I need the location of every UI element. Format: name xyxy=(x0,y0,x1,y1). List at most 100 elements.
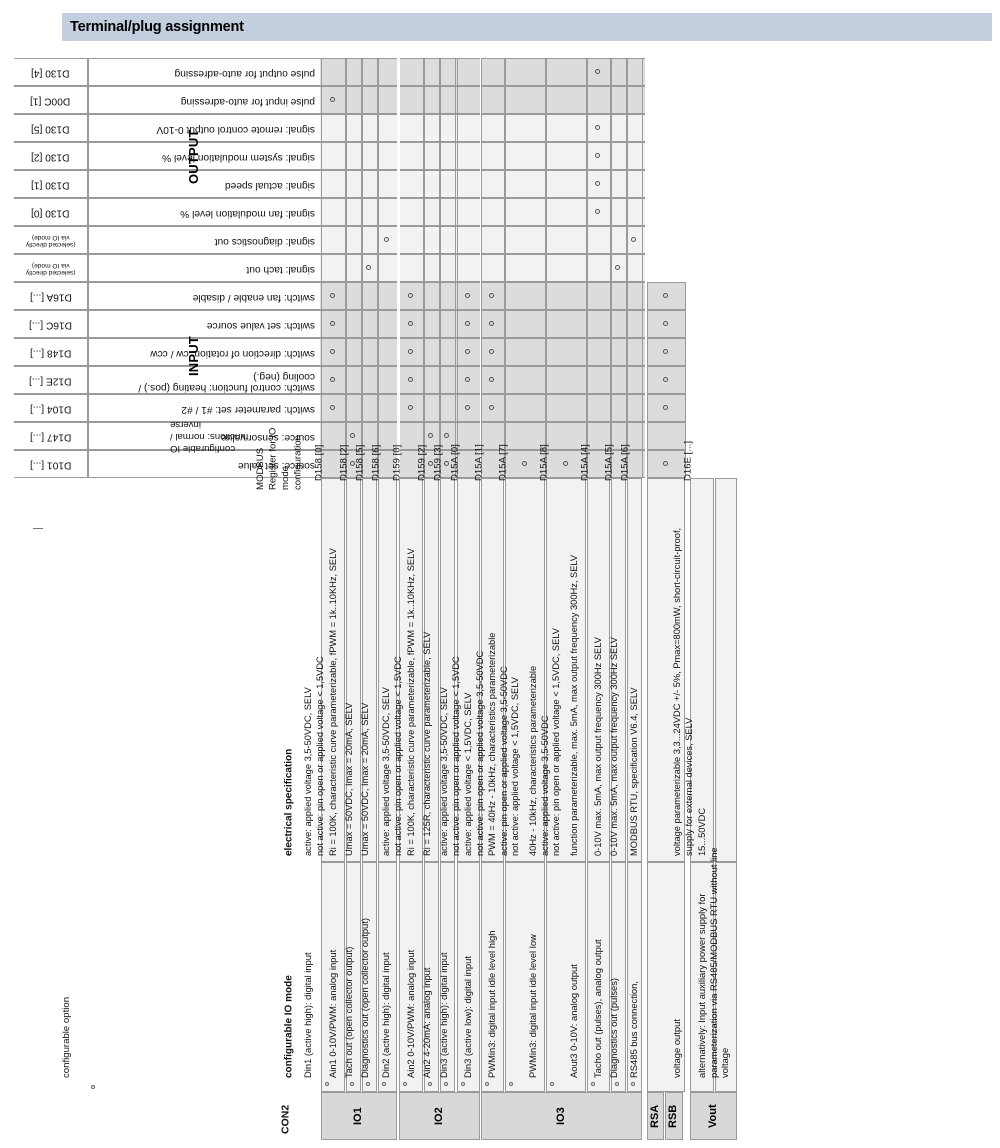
electrical-spec-cell xyxy=(321,478,345,862)
function-row-register: D147 [...] xyxy=(29,431,72,443)
io-mode-cell xyxy=(587,862,610,1092)
group-label-output: OUTPUT xyxy=(186,129,201,184)
column-separator xyxy=(610,58,611,478)
assignment-dot xyxy=(662,376,668,382)
assignment-dot xyxy=(350,432,355,438)
io-mode-text: Tach out (open collector output) xyxy=(342,946,354,1078)
electrical-spec-cell xyxy=(690,478,714,862)
column-separator xyxy=(378,58,379,478)
io-group-cell xyxy=(690,1092,737,1140)
electrical-spec-cell xyxy=(505,478,545,862)
configurable-option-bullet-icon xyxy=(444,1082,448,1086)
io-register-text: D15A [0] xyxy=(449,444,461,481)
group-label-input: INPUT xyxy=(186,336,201,376)
electrical-spec-cell xyxy=(346,478,361,862)
electrical-spec-cell xyxy=(715,478,737,862)
io-mode-text: alternatively: Input auxiliary power sup… xyxy=(695,893,707,1078)
function-row-register: D101 [...] xyxy=(29,459,72,471)
function-row-register: D130 [2] xyxy=(31,151,70,163)
io-register-text: D158 [5] xyxy=(354,444,366,481)
configurable-option-bullet-icon xyxy=(485,1082,489,1086)
column-separator xyxy=(627,58,628,478)
electrical-spec-cell xyxy=(457,478,480,862)
configurable-option-bullet-icon xyxy=(591,1082,595,1086)
io-register-text: D159 [3] xyxy=(432,444,444,481)
io-register-text: D159 [0] xyxy=(391,444,403,481)
function-row-label-cell: pulse input for auto-adressing xyxy=(88,86,320,114)
assignment-dot xyxy=(465,404,470,410)
function-row-register-cell: D16A [...] xyxy=(14,282,88,310)
io-mode-text: parameterization via RS485/MODBUS RTU wi… xyxy=(707,847,719,1078)
assignment-dot xyxy=(595,124,600,130)
column-header-io-mode: configurable IO mode xyxy=(283,975,295,1078)
io-group-cell xyxy=(647,1092,664,1140)
column-separator xyxy=(481,58,482,478)
legend-bullet-icon xyxy=(91,1085,95,1089)
io-register-text: D159 [2] xyxy=(416,444,428,481)
assignment-dot xyxy=(662,320,668,326)
electrical-spec-cell xyxy=(627,478,642,862)
io-register-text: D15A [1] xyxy=(473,444,485,481)
function-row-register-cell: D101 [...] xyxy=(14,450,88,478)
electrical-spec-cell xyxy=(440,478,455,862)
group-gap xyxy=(397,58,400,478)
configurable-option-bullet-icon xyxy=(615,1082,619,1086)
io-group-label: IO2 xyxy=(432,1107,445,1125)
io-group-cell xyxy=(665,1092,683,1140)
column-separator xyxy=(439,58,440,478)
column-separator xyxy=(505,58,506,478)
column-separator xyxy=(545,58,546,478)
assignment-dot xyxy=(595,152,600,158)
function-row-label-cell: switch: direction of rotation: cw / ccw xyxy=(88,338,320,366)
io-register-text: D158 [6] xyxy=(370,444,382,481)
assignment-dot xyxy=(595,208,600,214)
function-row-register: D12E [...] xyxy=(29,375,72,387)
function-row-register-cell: D130 [1] xyxy=(14,170,88,198)
io-mode-text: voltage xyxy=(718,1047,730,1078)
io-mode-cell xyxy=(362,862,377,1092)
group-gap xyxy=(645,58,647,478)
function-row-register-cell: D12E [...] xyxy=(14,366,88,394)
assignment-dot xyxy=(489,404,494,410)
function-row-register-cell: D147 [...] xyxy=(14,422,88,450)
function-row-label: pulse output for auto-adressing xyxy=(174,68,315,80)
io-group-label: IO1 xyxy=(352,1107,364,1125)
function-row-register-cell: D130 [0] xyxy=(14,198,88,226)
column-separator xyxy=(346,58,347,478)
column-separator xyxy=(455,58,456,478)
function-row-label: signal: diagnostics out xyxy=(214,236,315,248)
function-row-label-cell: signal: tach out xyxy=(88,254,320,282)
function-row-register-cell: (selected directly via IO mode) xyxy=(14,254,88,282)
function-row-register: D130 [5] xyxy=(31,123,70,135)
configurable-option-bullet-icon xyxy=(366,1082,370,1086)
io-mode-text: Tacho out (pulses), analog output xyxy=(591,939,603,1078)
function-row-label-cell: switch: fan enable / disable xyxy=(88,282,320,310)
assignment-dot xyxy=(465,320,470,326)
column-separator xyxy=(423,58,424,478)
io-register-text: D15A [5] xyxy=(603,444,615,481)
legend-text: configurable option xyxy=(61,996,73,1078)
assignment-dot xyxy=(521,460,527,466)
assignment-dot xyxy=(329,292,335,298)
function-row-label-cell: switch: parameter set: #1 / #2 xyxy=(88,394,320,422)
assignment-dot xyxy=(662,348,668,354)
column-separator xyxy=(457,58,458,478)
electrical-spec-cell xyxy=(424,478,439,862)
io-group-cell xyxy=(321,1092,397,1140)
function-row-register: D130 [0] xyxy=(31,207,70,219)
column-separator xyxy=(321,58,322,478)
function-row-register: D148 [...] xyxy=(29,347,72,359)
assignment-dot xyxy=(465,376,470,382)
assignment-dot xyxy=(329,376,335,382)
function-row-label: switch: fan enable / disable xyxy=(192,292,315,304)
function-row-label: switch: set value source xyxy=(206,320,315,332)
page-title: Terminal/plug assignment xyxy=(70,19,244,35)
io-mode-cell xyxy=(457,862,480,1092)
function-row-label-cell: signal: remote control output 0-10V xyxy=(88,114,320,142)
assignment-dot xyxy=(444,432,449,438)
configurable-option-bullet-icon xyxy=(550,1082,554,1086)
function-row-register: (selected directly via IO mode) xyxy=(25,262,76,276)
assignment-dot xyxy=(489,292,494,298)
io-mode-cell xyxy=(346,862,361,1092)
